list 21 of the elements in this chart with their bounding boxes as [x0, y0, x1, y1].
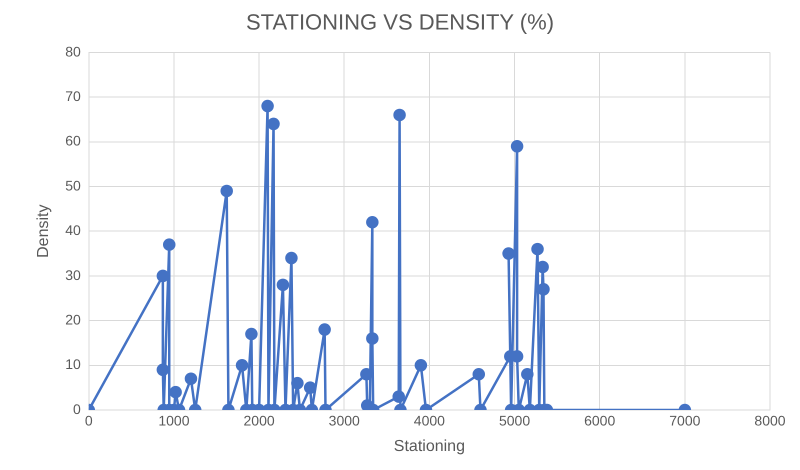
y-tick-label: 60	[65, 132, 81, 149]
x-tick-label: 6000	[584, 412, 616, 428]
y-tick-label: 40	[65, 222, 81, 238]
x-tick-label: 1000	[158, 412, 190, 428]
y-axis-title: Density	[35, 204, 52, 258]
x-tick-label: 3000	[328, 412, 360, 428]
y-tick-label: 70	[65, 88, 81, 104]
y-tick-label: 10	[65, 356, 81, 372]
x-tick-label: 4000	[414, 412, 446, 428]
x-tick-label: 5000	[498, 412, 530, 428]
y-tick-label: 80	[65, 43, 81, 60]
chart-title: STATIONING VS DENSITY (%)	[246, 9, 554, 34]
y-tick-label: 20	[65, 311, 81, 328]
y-tick-label: 0	[72, 400, 81, 417]
x-tick-label: 0	[84, 412, 93, 428]
y-tick-label: 30	[65, 266, 81, 283]
y-tick-label: 50	[65, 177, 81, 194]
x-tick-label: 8000	[754, 412, 786, 428]
x-tick-label: 2000	[244, 412, 275, 428]
x-axis-title: Stationing	[394, 438, 465, 455]
x-tick-label: 7000	[669, 412, 701, 428]
